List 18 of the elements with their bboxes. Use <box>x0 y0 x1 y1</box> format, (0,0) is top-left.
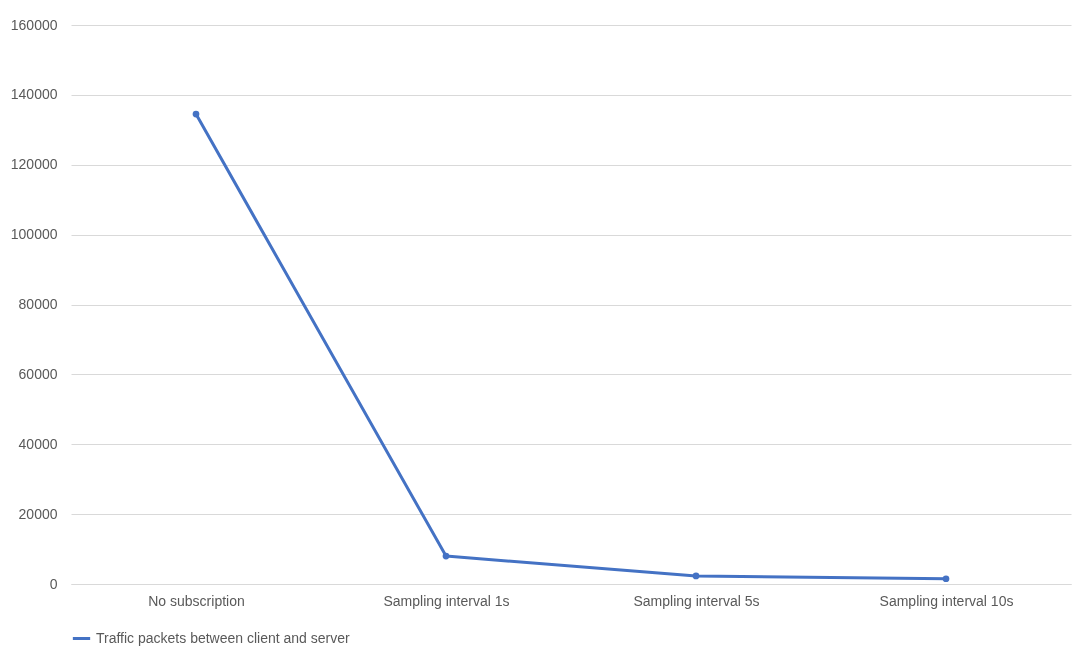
point <box>692 572 700 580</box>
y-tick-label: 140000 <box>10 86 58 103</box>
y-tick-label: 160000 <box>10 16 58 33</box>
y-tick-label: 120000 <box>10 156 58 173</box>
point <box>192 110 200 118</box>
x-tick-label: Sampling interval 5s <box>633 592 760 609</box>
y-tick-label: 0 <box>49 575 58 592</box>
x-tick-label: No subscription <box>148 592 245 609</box>
x-tick-label: Sampling interval 1s <box>383 592 510 609</box>
y-tick-label: 40000 <box>18 435 58 452</box>
y-tick-label: 20000 <box>18 505 58 522</box>
x-tick-label: Sampling interval 10s <box>879 592 1014 609</box>
legend-label: Traffic packets between client and server <box>96 629 351 646</box>
point <box>942 575 950 583</box>
y-tick-label: 80000 <box>18 296 58 312</box>
point <box>442 552 450 560</box>
y-tick-label: 100000 <box>10 226 58 243</box>
y-tick-label: 60000 <box>18 365 58 382</box>
